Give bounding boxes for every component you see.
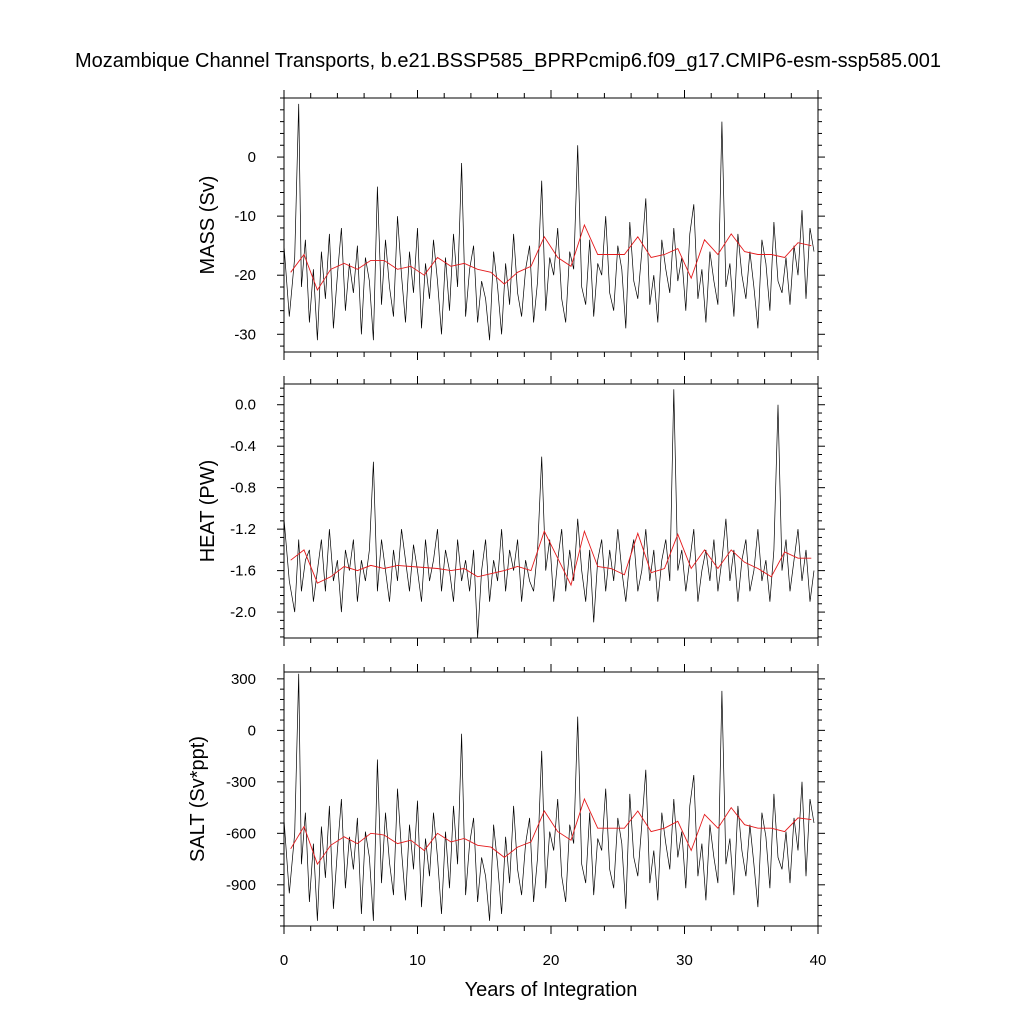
y-tick-label: -300 [226, 774, 256, 791]
y-tick-label: 300 [231, 671, 256, 688]
series-line-smoothed [290, 797, 812, 866]
y-axis-label: SALT (Sv*ppt) [187, 736, 209, 862]
y-tick-label: 0.0 [235, 397, 256, 414]
x-tick-label: 0 [280, 952, 288, 969]
series-group [284, 673, 815, 921]
y-tick-label: -10 [234, 208, 256, 225]
series-line-raw [284, 673, 815, 921]
y-tick-label: -0.4 [230, 438, 256, 455]
plot-frame [283, 97, 819, 353]
series-group [284, 389, 815, 639]
x-tick-label: 30 [676, 952, 693, 969]
x-tick-label: 20 [543, 952, 560, 969]
y-tick-label: -30 [234, 326, 256, 343]
x-tick-label: 10 [409, 952, 426, 969]
y-ticks: 300 0 -300 -600 -900 [226, 671, 825, 927]
panel-1: 0 -10 -20 -30 MASS (Sv) [197, 90, 825, 360]
x-tick-label: 40 [810, 952, 827, 969]
y-tick-label: -20 [234, 267, 256, 284]
series-line-raw [284, 103, 815, 341]
y-tick-label: -1.2 [230, 521, 256, 538]
series-line-raw [284, 389, 815, 639]
series-line-smoothed [290, 223, 812, 291]
y-ticks: 0 -10 -20 -30 [234, 97, 825, 347]
x-ticks [283, 376, 819, 646]
chart-title: Mozambique Channel Transports, b.e21.BSS… [75, 50, 941, 72]
y-tick-label: 0 [248, 149, 256, 166]
series-group [284, 103, 815, 341]
x-ticks [283, 90, 819, 360]
y-axis-label: MASS (Sv) [197, 176, 219, 275]
panel-2: 0.0 -0.4 -0.8 -1.2 -1.6 -2.0 HEAT (PW) [197, 376, 825, 646]
series-line-smoothed [290, 529, 812, 587]
panels: 0 -10 -20 -30 MASS (Sv) 0.0 -0.4 -0.8 -1.2 -1.6 -2… [187, 90, 826, 969]
y-tick-label: -2.0 [230, 604, 256, 621]
panel-3: 300 0 -300 -600 -900 SALT (Sv*ppt) [187, 664, 825, 934]
x-axis-label: Years of Integration [465, 979, 638, 1001]
y-ticks: 0.0 -0.4 -0.8 -1.2 -1.6 -2.0 [230, 387, 825, 638]
x-tick-labels: 0 10 20 30 40 [280, 952, 827, 969]
plot-frame [283, 671, 819, 927]
y-tick-label: -600 [226, 825, 256, 842]
y-tick-label: 0 [248, 722, 256, 739]
y-axis-label: HEAT (PW) [197, 460, 219, 563]
x-ticks [283, 664, 819, 934]
y-tick-label: -900 [226, 877, 256, 894]
y-tick-label: -1.6 [230, 563, 256, 580]
y-tick-label: -0.8 [230, 480, 256, 497]
